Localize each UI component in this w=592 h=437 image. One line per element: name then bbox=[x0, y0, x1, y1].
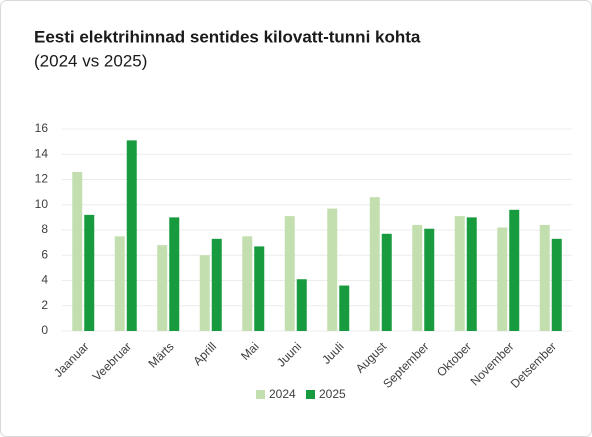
bar bbox=[296, 279, 307, 331]
bar bbox=[254, 246, 265, 331]
bar bbox=[211, 238, 222, 331]
bar bbox=[199, 255, 210, 331]
bar bbox=[339, 285, 350, 331]
bar bbox=[539, 224, 550, 331]
bar bbox=[551, 238, 562, 331]
bar bbox=[284, 216, 295, 331]
y-tick-label: 0 bbox=[41, 323, 48, 337]
y-tick-label: 6 bbox=[41, 247, 48, 261]
y-tick-label: 12 bbox=[35, 172, 49, 186]
bar bbox=[369, 197, 380, 331]
bar bbox=[466, 217, 477, 331]
chart-title: Eesti elektrihinnad sentides kilovatt-tu… bbox=[34, 27, 421, 46]
y-tick-label: 2 bbox=[41, 298, 48, 312]
bar bbox=[126, 140, 137, 331]
bar bbox=[412, 224, 423, 331]
legend-label: 2024 bbox=[269, 387, 296, 401]
bar bbox=[169, 217, 180, 331]
bar bbox=[114, 236, 125, 331]
bar bbox=[424, 228, 435, 331]
y-tick-label: 4 bbox=[41, 273, 48, 287]
y-tick-label: 8 bbox=[41, 222, 48, 236]
y-tick-label: 10 bbox=[35, 197, 49, 211]
bar bbox=[497, 227, 508, 331]
y-tick-label: 16 bbox=[35, 121, 49, 135]
bar bbox=[454, 216, 465, 331]
legend-swatch bbox=[256, 390, 265, 399]
chart-subtitle: (2024 vs 2025) bbox=[34, 51, 147, 70]
bar bbox=[72, 171, 83, 331]
legend-swatch bbox=[306, 390, 315, 399]
bar bbox=[157, 245, 168, 331]
bar bbox=[242, 236, 253, 331]
bar bbox=[381, 233, 392, 331]
bar bbox=[84, 214, 95, 331]
bar bbox=[509, 209, 520, 331]
legend-label: 2025 bbox=[319, 387, 346, 401]
bar bbox=[327, 208, 338, 331]
y-tick-label: 14 bbox=[35, 146, 49, 160]
